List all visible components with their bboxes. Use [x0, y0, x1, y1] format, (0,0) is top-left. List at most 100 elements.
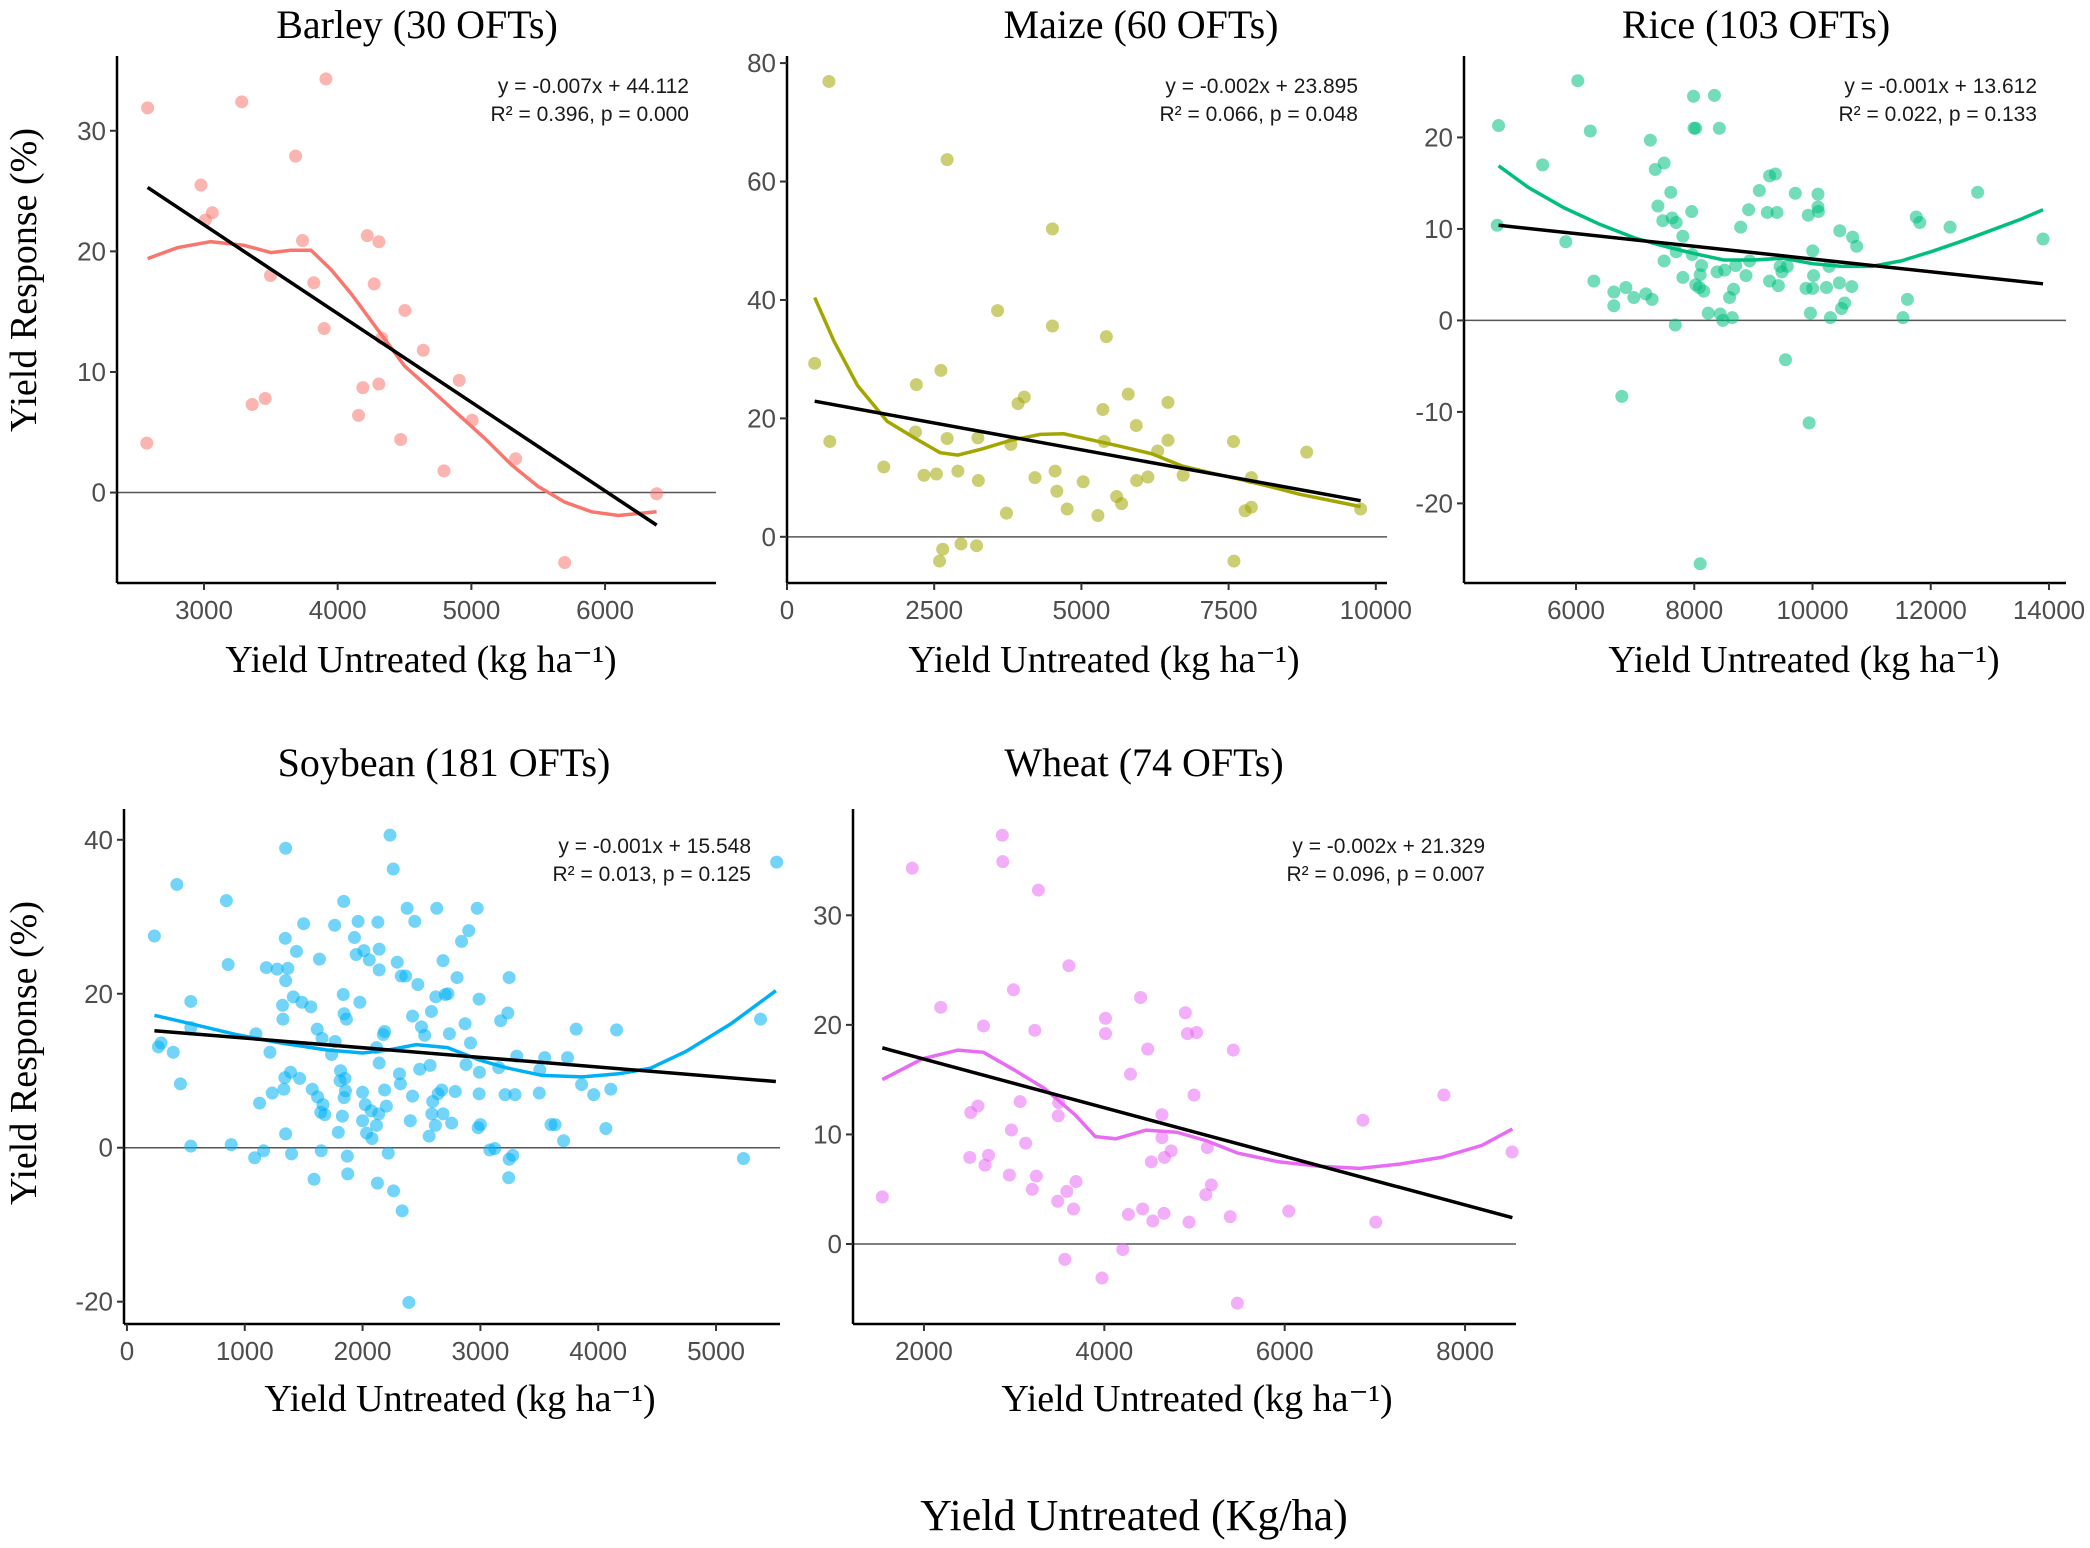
data-point [276, 998, 290, 1012]
data-point [257, 1144, 271, 1158]
data-point [1096, 403, 1110, 417]
data-point [1134, 990, 1148, 1004]
data-point [372, 1056, 386, 1070]
data-point [1095, 1271, 1109, 1285]
data-point [875, 1190, 889, 1204]
data-point [141, 101, 155, 115]
x-tick-label: 7500 [1200, 595, 1258, 625]
data-point [276, 1012, 290, 1026]
data-point [140, 436, 154, 450]
data-point [386, 862, 400, 876]
data-point [1144, 1155, 1158, 1169]
data-point [393, 1077, 407, 1091]
data-point [362, 953, 376, 967]
data-point [1176, 468, 1190, 482]
data-point [360, 229, 374, 243]
y-tick-label: 10 [813, 1119, 842, 1149]
data-point [458, 1017, 472, 1031]
data-point [336, 988, 350, 1002]
data-point [1619, 280, 1633, 294]
data-point [445, 1116, 459, 1130]
data-point [425, 1107, 439, 1121]
data-point [390, 955, 404, 969]
data-point [318, 1108, 332, 1122]
data-point [170, 877, 184, 891]
data-point [184, 1139, 198, 1153]
data-point [940, 432, 954, 446]
data-point [1833, 224, 1847, 238]
linear-fit-line [1498, 223, 2044, 286]
data-point [383, 828, 397, 842]
x-tick-label: 2000 [895, 1336, 953, 1366]
data-point [1369, 1215, 1383, 1229]
data-point [285, 1147, 299, 1161]
data-point [502, 971, 516, 985]
data-point [455, 934, 469, 948]
data-point [933, 554, 947, 568]
data-point [1778, 353, 1792, 367]
data-point [166, 1045, 180, 1059]
data-point [1695, 259, 1709, 273]
data-point [1505, 1145, 1519, 1159]
data-point [1161, 433, 1175, 447]
data-point [472, 1065, 486, 1079]
data-point [147, 929, 161, 943]
data-point [356, 1085, 370, 1099]
data-point [599, 1121, 613, 1135]
x-tick-label: 6000 [576, 595, 634, 625]
y-tick-label: 80 [747, 48, 776, 78]
y-tick-label: -20 [1415, 488, 1453, 518]
data-point [917, 468, 931, 482]
data-point [999, 506, 1013, 520]
data-point [1045, 319, 1059, 333]
data-point [1045, 222, 1059, 236]
data-point [557, 1134, 571, 1148]
y-tick-label: 20 [84, 979, 113, 1009]
data-point [561, 1051, 575, 1065]
data-point [406, 1009, 420, 1023]
regression-equation: y = -0.001x + 13.612 [1844, 75, 2037, 98]
data-point [1002, 1168, 1016, 1182]
data-point [1768, 167, 1782, 181]
x-tick-label: 4000 [309, 595, 367, 625]
data-point [395, 1204, 409, 1218]
data-point [378, 1083, 392, 1097]
data-point [259, 961, 273, 975]
data-point [293, 1071, 307, 1085]
data-point [1676, 270, 1690, 284]
data-point [402, 1295, 416, 1309]
data-point [219, 894, 233, 908]
data-point [289, 944, 303, 958]
regression-equation: y = -0.007x + 44.112 [498, 75, 689, 98]
data-point [1187, 1088, 1201, 1102]
data-point [1697, 284, 1711, 298]
data-point [506, 1148, 520, 1162]
data-point [367, 277, 381, 291]
data-point [422, 1129, 436, 1143]
data-point [822, 74, 836, 88]
data-point [304, 1000, 318, 1014]
panel-title: Rice (103 OFTs) [1622, 2, 1890, 47]
y-tick-label: 40 [747, 285, 776, 315]
data-point [1676, 229, 1690, 243]
data-point [940, 153, 954, 167]
data-point [1811, 205, 1825, 219]
data-point [1048, 464, 1062, 478]
data-point [934, 363, 948, 377]
data-point [284, 1065, 298, 1079]
data-point [335, 1109, 349, 1123]
data-point [372, 235, 386, 249]
data-point [1943, 220, 1957, 234]
data-point [437, 464, 451, 478]
linear-fit-line [146, 185, 658, 527]
data-point [1823, 311, 1837, 325]
x-tick-label: 6000 [1547, 595, 1605, 625]
y-tick-label: 0 [99, 1133, 113, 1163]
data-point [441, 987, 455, 1001]
y-axis-label: Yield Response (%) [3, 901, 45, 1205]
data-point [442, 1027, 456, 1041]
y-axis-label: Yield Response (%) [3, 128, 45, 432]
data-point [296, 234, 310, 248]
data-point [1060, 1184, 1074, 1198]
